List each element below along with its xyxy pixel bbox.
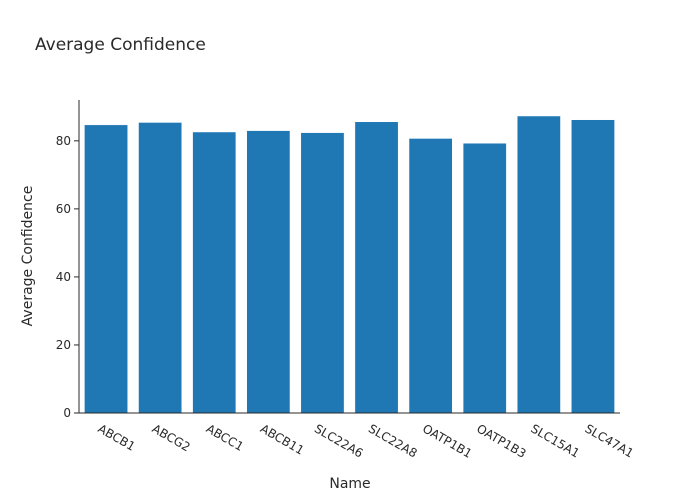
x-tick-label-abcb1: ABCB1 bbox=[96, 421, 138, 453]
x-axis-ticks: ABCB1 ABCG2 ABCC1 ABCB11 SLC22A6 SLC22A8 OATP1… bbox=[96, 421, 636, 460]
bar-slc47a1 bbox=[571, 119, 615, 414]
bar-slc22a6 bbox=[300, 132, 345, 414]
y-tick-label-0: 0 bbox=[63, 406, 71, 420]
bar-oatp1b3 bbox=[462, 142, 507, 414]
chart-title: Average Confidence bbox=[35, 35, 206, 55]
x-tick-label-abcc1: ABCC1 bbox=[204, 421, 246, 453]
x-tick-label-slc47a1: SLC47A1 bbox=[582, 421, 636, 460]
x-tick-label-abcb11: ABCB11 bbox=[258, 421, 307, 457]
bar-slc22a8 bbox=[354, 121, 399, 414]
x-tick-label-slc22a8: SLC22A8 bbox=[366, 421, 420, 460]
x-tick-label-oatp1b3: OATP1B3 bbox=[474, 421, 528, 460]
bar-abcb1 bbox=[84, 124, 128, 414]
y-tick-label-20: 20 bbox=[56, 338, 71, 352]
x-tick-label-slc15a1: SLC15A1 bbox=[528, 421, 582, 460]
bar-oatp1b1 bbox=[408, 138, 453, 414]
y-tick-label-40: 40 bbox=[56, 270, 71, 284]
y-tick-label-60: 60 bbox=[56, 202, 71, 216]
bar-slc15a1 bbox=[516, 115, 561, 414]
bar-abcc1 bbox=[192, 131, 237, 414]
bars-group bbox=[84, 115, 615, 414]
y-axis-title: Average Confidence bbox=[20, 186, 36, 327]
bar-abcb11 bbox=[246, 130, 291, 414]
x-tick-label-abcg2: ABCG2 bbox=[150, 421, 193, 454]
x-tick-label-slc22a6: SLC22A6 bbox=[312, 421, 366, 460]
x-tick-label-oatp1b1: OATP1B1 bbox=[420, 421, 474, 460]
x-axis-title: Name bbox=[329, 476, 370, 492]
y-tick-label-80: 80 bbox=[56, 134, 71, 148]
bar-abcg2 bbox=[138, 122, 183, 414]
y-axis-ticks: 0 20 40 60 80 bbox=[56, 134, 79, 420]
